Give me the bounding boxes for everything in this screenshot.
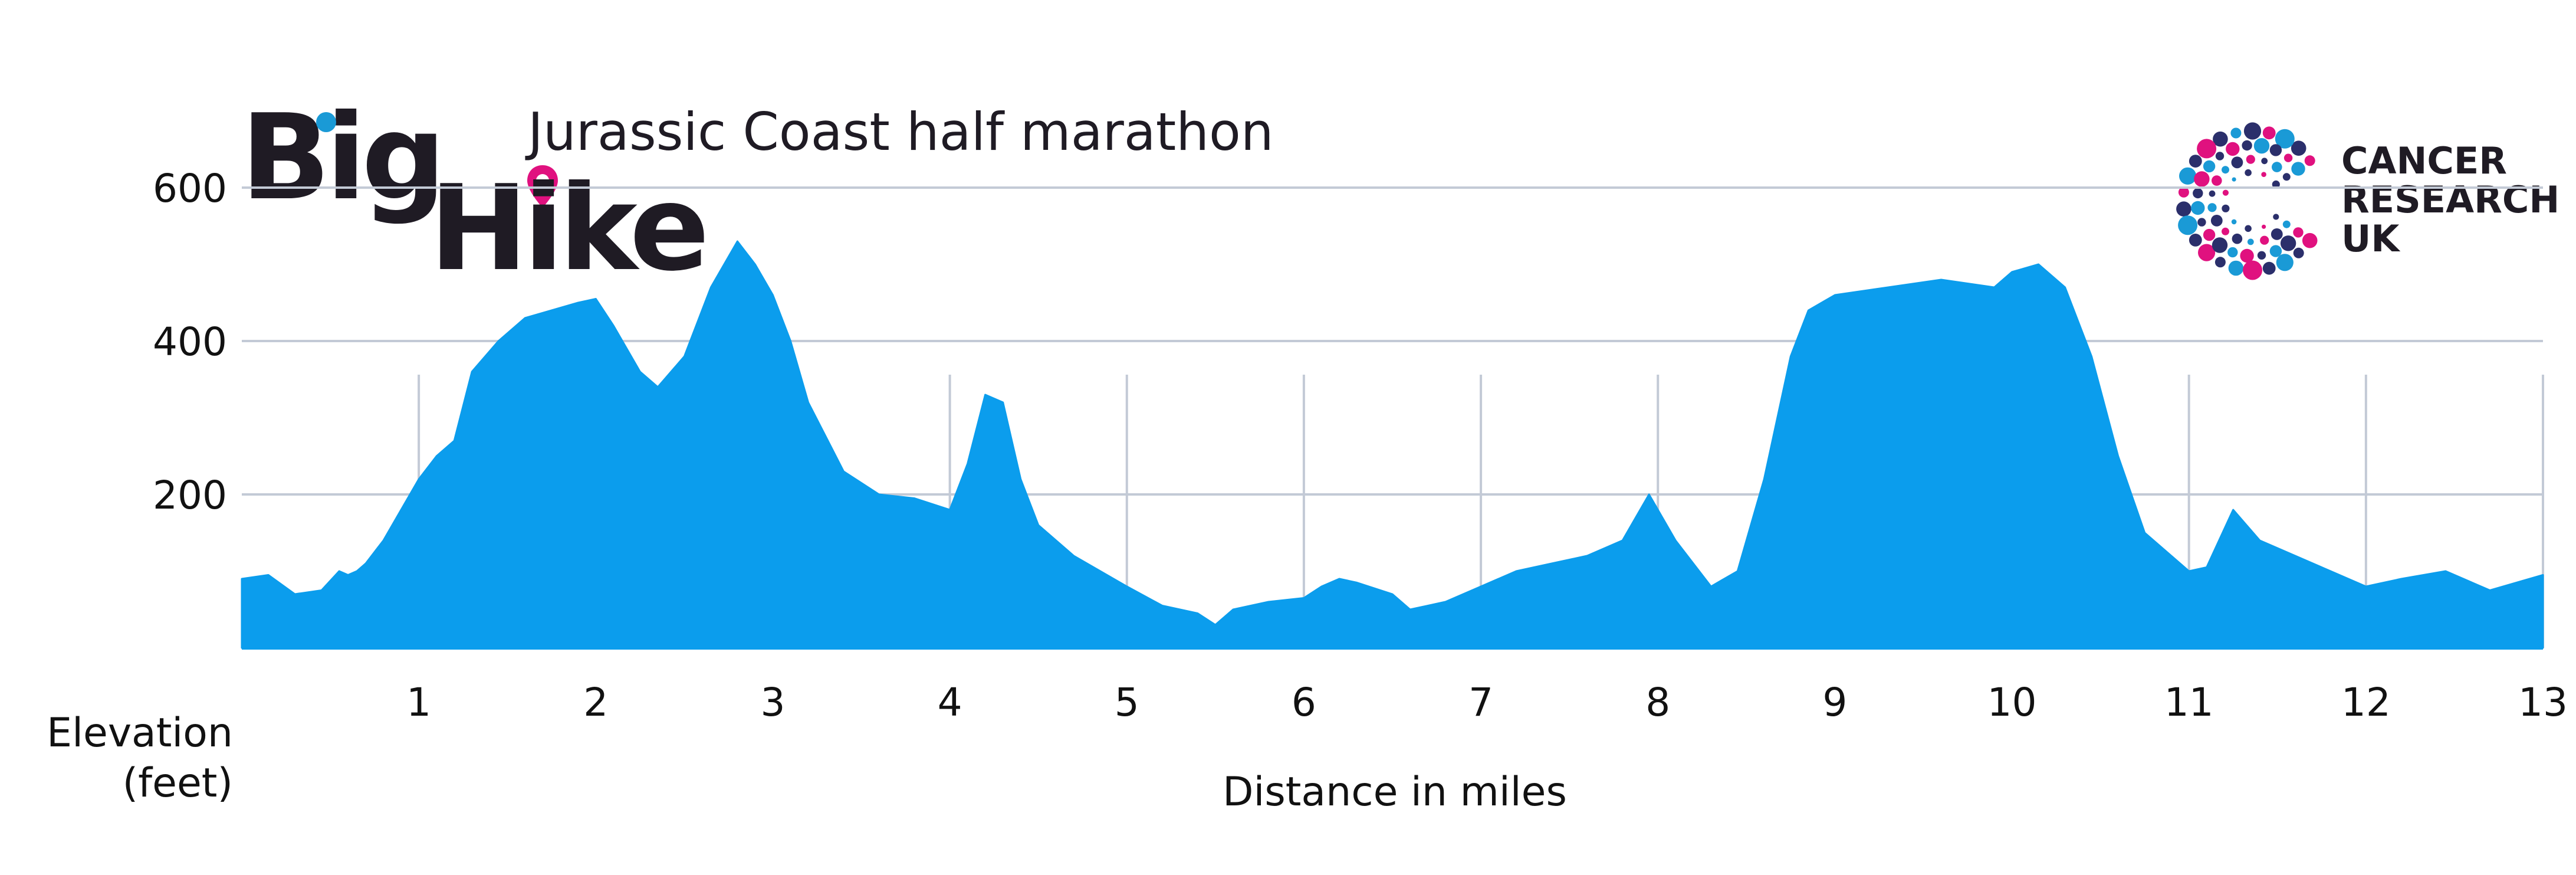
cruk-dot (2194, 171, 2210, 187)
cruk-dot (2222, 189, 2229, 196)
cruk-dot (2293, 247, 2304, 258)
cruk-dot (2282, 173, 2291, 181)
cruk-dot (2282, 220, 2291, 228)
page-title: Jurassic Coast half marathon (528, 101, 1274, 162)
x-tick-label-3: 3 (760, 680, 785, 725)
logo-big-text: Big (241, 89, 446, 227)
cruk-dot (2271, 228, 2283, 240)
cruk-dot (2214, 257, 2226, 268)
cruk-dot (2275, 129, 2295, 149)
cruk-dot (2293, 227, 2304, 238)
cruk-dot (2262, 261, 2276, 275)
cruk-dot (2247, 238, 2254, 245)
cruk-dot (2209, 190, 2216, 197)
cruk-dot (2222, 227, 2229, 235)
cruk-line-1: CANCER (2341, 139, 2507, 182)
cruk-dot (2272, 180, 2280, 189)
cruk-dot (2245, 169, 2252, 176)
cruk-dot (2193, 188, 2203, 199)
cruk-dot (2302, 232, 2318, 248)
cruk-dot (2261, 172, 2266, 177)
cruk-dot (2228, 260, 2244, 276)
cruk-dot (2197, 139, 2217, 159)
x-tick-label-2: 2 (583, 680, 608, 725)
elevation-area (241, 240, 2544, 649)
y-tick-label-600: 600 (153, 166, 227, 211)
cruk-dot (2240, 248, 2254, 263)
y-axis-title-line-2: (feet) (123, 760, 233, 807)
x-tick-label-10: 10 (1987, 680, 2037, 725)
cruk-dot (2178, 215, 2198, 235)
cruk-dot (2189, 234, 2202, 247)
x-tick-label-11: 11 (2164, 680, 2214, 725)
cruk-line-3: UK (2341, 217, 2400, 260)
cruk-dot (2232, 177, 2236, 182)
cruk-dot (2280, 235, 2296, 251)
cruk-dot (2215, 152, 2225, 160)
cruk-dot (2222, 204, 2230, 212)
cruk-dot (2231, 156, 2243, 169)
cruk-dot (2260, 235, 2269, 245)
cruk-dot (2283, 153, 2293, 162)
cruk-dot (2198, 244, 2216, 261)
x-tick-label-13: 13 (2518, 680, 2568, 725)
cruk-dot (2261, 158, 2268, 165)
cruk-dot (2230, 127, 2242, 139)
cruk-dot (2269, 245, 2282, 257)
x-tick-label-12: 12 (2341, 680, 2391, 725)
cruk-dot (2207, 203, 2217, 212)
cruk-dot (2273, 214, 2279, 220)
x-tick-label-5: 5 (1115, 680, 1139, 725)
cruk-dot (2210, 215, 2223, 227)
y-tick-labels: 200 400 600 (153, 166, 227, 518)
cruk-dot (2232, 233, 2243, 244)
cruk-dot (2243, 260, 2262, 280)
cruk-dot (2222, 166, 2229, 174)
cruk-dot (2272, 162, 2282, 172)
x-axis-title: Distance in miles (1223, 769, 1567, 815)
cruk-dot (2212, 175, 2222, 186)
y-tick-label-200: 200 (153, 473, 227, 518)
y-axis-title-line-1: Elevation (47, 710, 233, 756)
cruk-dot (2246, 155, 2255, 164)
x-tick-label-6: 6 (1292, 680, 1316, 725)
cruk-dot (2179, 167, 2197, 185)
logo-hike-text: Hike (429, 160, 709, 297)
cruk-dot (2245, 225, 2252, 232)
cruk-dot (2176, 201, 2191, 217)
cruk-dot (2243, 122, 2262, 140)
x-tick-label-8: 8 (1645, 680, 1670, 725)
cruk-dot (2213, 131, 2228, 147)
x-tick-label-9: 9 (1822, 680, 1847, 725)
cruk-dot (2269, 144, 2282, 156)
cruk-dot (2262, 224, 2266, 229)
cruk-dot (2178, 186, 2189, 198)
cruk-dot (2276, 254, 2294, 271)
cruk-dot (2291, 140, 2306, 156)
cruk-dot (2203, 228, 2216, 241)
cruk-dots-icon (2176, 122, 2318, 280)
x-tick-label-1: 1 (406, 680, 431, 725)
cruk-dot (2304, 155, 2315, 166)
cruk-dot (2189, 155, 2202, 168)
cruk-dot (2227, 247, 2238, 258)
cruk-dot (2197, 218, 2206, 227)
cruk-dot (2242, 140, 2252, 151)
cruk-dot (2203, 160, 2216, 173)
logo-i-dot-icon (316, 112, 336, 132)
x-tick-label-7: 7 (1468, 680, 1493, 725)
cruk-dot (2191, 201, 2205, 215)
cruk-dot (2253, 138, 2270, 154)
cruk-dot (2231, 219, 2237, 225)
cruk-dot (2262, 126, 2276, 140)
cruk-dot (2212, 237, 2228, 253)
cruk-dot (2226, 142, 2240, 156)
cruk-dot (2257, 251, 2266, 260)
cruk-dot (2291, 162, 2305, 176)
y-tick-label-400: 400 (153, 319, 227, 365)
x-tick-label-4: 4 (938, 680, 962, 725)
x-tick-labels: 1 2 3 4 5 6 7 8 9 10 11 12 13 (406, 680, 2568, 725)
